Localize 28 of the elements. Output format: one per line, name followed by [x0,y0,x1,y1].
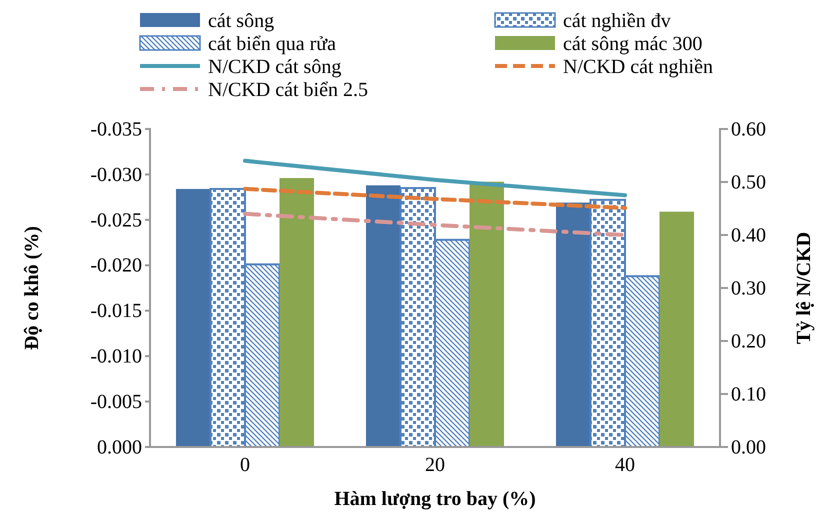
legend-label: N/CKD cát biển 2.5 [208,79,368,101]
y-tick-label: -0.030 [90,164,142,186]
legend-label: N/CKD cát sông [208,56,342,78]
x-tick-label: 0 [240,454,250,476]
y-axis-title: Độ co khô (%) [21,226,43,350]
y-tick-label: -0.015 [90,300,142,322]
y2-tick-label: 0.50 [731,171,766,194]
legend-label: cát sông mác 300 [563,33,702,55]
x-axis-title: Hàm lượng tro bay (%) [334,488,536,510]
y2-tick-label: 0.20 [731,330,766,352]
y2-tick-label: 0.40 [731,224,766,246]
legend-label: cát biển qua rửa [208,33,336,55]
y-tick-label: -0.005 [90,390,142,413]
y-tick-label: 0.000 [97,436,142,458]
y2-tick-label: 0.60 [731,118,766,140]
legend-label: cát nghiền đv [563,10,671,32]
y2-tick-label: 0.30 [731,277,766,300]
legend-label: N/CKD cát nghiền [563,56,713,78]
x-tick-label: 40 [615,454,635,476]
y-tick-label: -0.035 [90,118,142,140]
x-tick-label: 20 [425,454,445,476]
y-tick-label: -0.010 [90,346,142,368]
y-tick-label: -0.020 [90,254,142,277]
y2-axis-title: Tỷ lệ N/CKD [793,232,815,344]
y2-tick-label: 0.00 [731,436,766,458]
y-tick-label: -0.025 [90,209,142,232]
y2-tick-label: 0.10 [731,383,766,406]
legend-label: cát sông [208,10,274,32]
